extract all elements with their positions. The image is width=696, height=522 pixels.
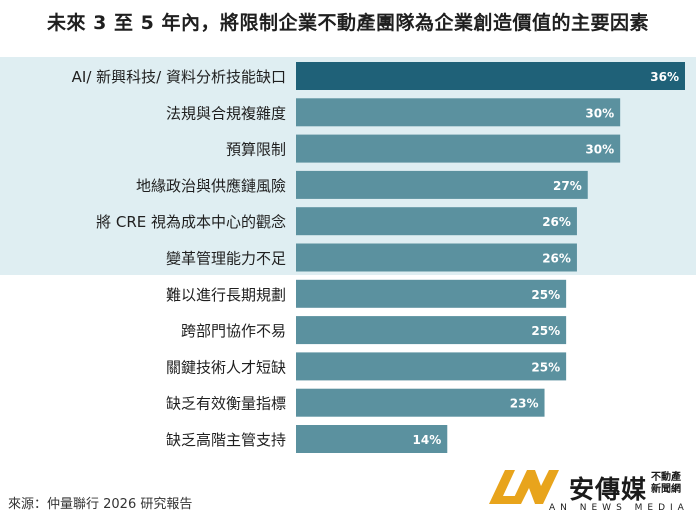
value-label: 25% (531, 288, 560, 302)
source-note: 來源：仲量聯行 2026 研究報告 (8, 497, 193, 512)
category-label: AI/ 新興科技/ 資料分析技能缺口 (72, 68, 286, 86)
logo-english-name: AN NEWS MEDIA (549, 503, 689, 513)
bar (296, 279, 567, 308)
value-label: 23% (510, 397, 539, 411)
bar (296, 170, 588, 199)
category-label: 缺乏有效衡量指標 (166, 395, 286, 413)
category-label: 法規與合規複雜度 (166, 104, 286, 122)
value-label: 25% (531, 360, 560, 374)
bar (296, 352, 567, 381)
category-label: 將 CRE 視為成本中心的觀念 (96, 213, 286, 231)
highlight-band (0, 57, 696, 275)
bar (296, 98, 621, 127)
category-label: 跨部門協作不易 (181, 322, 286, 340)
logo-an-mark-icon (489, 470, 559, 504)
bar (296, 134, 621, 163)
chart-title: 未來 3 至 5 年內，將限制企業不動產團隊為企業創造價值的主要因素 (47, 12, 649, 34)
value-label: 30% (585, 106, 614, 120)
logo-chinese-name: 安傳媒 (569, 475, 648, 504)
bar (296, 388, 545, 417)
bar (296, 243, 577, 272)
value-label: 26% (542, 215, 571, 229)
category-label: 地緣政治與供應鏈風險 (136, 177, 286, 195)
category-label: 缺乏高階主管支持 (166, 431, 286, 449)
bar-chart: AI/ 新興科技/ 資料分析技能缺口 36% 法規與合規複雜度 30% 預算限制 30% 地… (72, 62, 685, 453)
category-label: 變革管理能力不足 (166, 250, 286, 268)
value-label: 30% (585, 143, 614, 157)
category-label: 難以進行長期規劃 (166, 286, 286, 304)
logo-tagline: 不動產新聞網 (651, 472, 681, 495)
bar (296, 316, 567, 345)
category-label: 預算限制 (226, 141, 286, 159)
value-label: 25% (531, 324, 560, 338)
value-label: 14% (413, 433, 442, 447)
value-label: 26% (542, 252, 571, 266)
value-label: 36% (650, 70, 679, 84)
bar (296, 425, 448, 453)
category-label: 關鍵技術人才短缺 (166, 358, 286, 376)
bar (296, 207, 577, 236)
value-label: 27% (553, 179, 582, 193)
bar (296, 62, 685, 90)
an-news-media-logo: 安傳媒 不動產新聞網 AN NEWS MEDIA (485, 466, 690, 518)
